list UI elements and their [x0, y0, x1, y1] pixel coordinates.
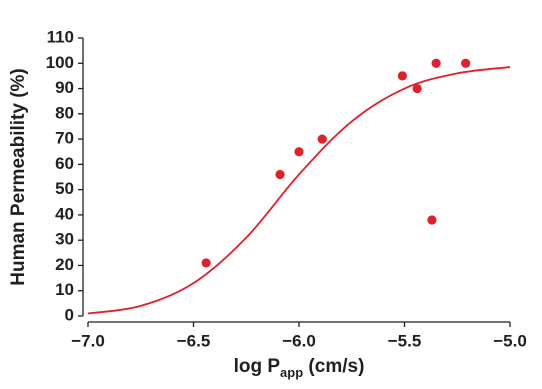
y-tick-label: 40: [55, 204, 74, 223]
data-point: [317, 134, 327, 144]
y-tick-label: 80: [55, 103, 74, 122]
x-tick-label: −6.0: [282, 331, 316, 350]
y-tick-label: 20: [55, 255, 74, 274]
y-tick-label: 90: [55, 78, 74, 97]
y-tick-label: 110: [47, 27, 74, 46]
x-tick-label: −7.0: [71, 331, 105, 350]
y-axis-title: Human Permeability (%): [8, 68, 29, 286]
y-tick-label: 60: [55, 154, 74, 173]
x-tick-label: −5.0: [493, 331, 527, 350]
y-tick-label: 100: [46, 53, 74, 72]
data-point: [412, 83, 422, 94]
x-title-main: log P: [234, 356, 281, 377]
data-point: [427, 215, 437, 225]
fit-curve: [87, 66, 511, 315]
y-tick-label: 50: [55, 179, 74, 198]
data-point: [461, 58, 471, 68]
x-title-sub: app: [280, 365, 303, 380]
x-axis-title: log Papp (cm/s): [234, 356, 365, 380]
data-point: [397, 71, 407, 81]
data-point: [201, 258, 211, 268]
y-tick-label: 0: [65, 305, 74, 324]
y-tick-label: 70: [55, 129, 74, 148]
x-tick-label: −5.5: [388, 331, 422, 350]
x-title-unit: (cm/s): [303, 356, 364, 377]
x-tick-label: −6.5: [177, 331, 211, 350]
y-tick-label: 10: [55, 280, 74, 299]
data-point: [431, 58, 441, 68]
y-tick-label: 30: [55, 230, 74, 249]
data-point: [275, 169, 285, 180]
data-point: [294, 147, 304, 157]
